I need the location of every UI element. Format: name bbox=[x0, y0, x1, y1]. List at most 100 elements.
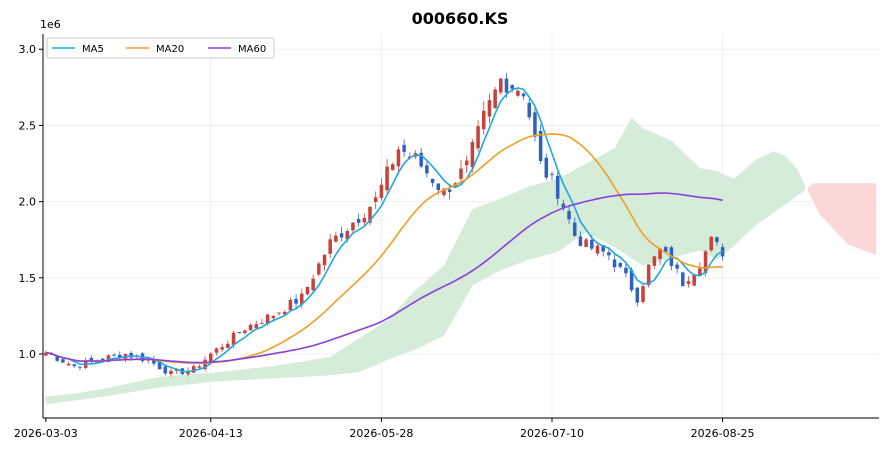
candle-body bbox=[629, 269, 634, 291]
candle-body bbox=[652, 256, 657, 266]
cloud-region bbox=[807, 183, 877, 255]
candle-body bbox=[265, 314, 270, 324]
candle-body bbox=[191, 366, 196, 373]
candle-body bbox=[572, 222, 577, 236]
candle-body bbox=[174, 369, 179, 371]
ma-line-ma60 bbox=[45, 192, 723, 364]
candle-body bbox=[55, 355, 59, 361]
candle-body bbox=[118, 354, 122, 359]
candle-body bbox=[282, 311, 287, 315]
candle-body bbox=[271, 315, 276, 319]
candle-body bbox=[277, 312, 281, 314]
candle-body bbox=[646, 264, 651, 286]
candle-body bbox=[243, 330, 247, 333]
candle-body bbox=[362, 217, 367, 223]
candle-body bbox=[499, 78, 503, 93]
ma-line-ma5 bbox=[45, 87, 724, 373]
candle-body bbox=[618, 263, 623, 267]
candle-body bbox=[538, 130, 543, 161]
candle-body bbox=[658, 248, 662, 259]
candle-body bbox=[305, 286, 310, 295]
candle-body bbox=[567, 211, 571, 220]
candle-body bbox=[157, 361, 162, 370]
candle-body bbox=[470, 141, 475, 168]
candle-body bbox=[317, 263, 321, 275]
candle-body bbox=[624, 267, 628, 274]
legend-box bbox=[46, 37, 275, 59]
candle-body bbox=[390, 164, 395, 171]
candles bbox=[44, 72, 725, 377]
candle-body bbox=[510, 85, 514, 89]
candle-body bbox=[78, 366, 82, 368]
y-tick-label: 3.0 bbox=[19, 43, 37, 56]
candle-body bbox=[197, 366, 202, 368]
candle-body bbox=[493, 89, 497, 109]
candle-body bbox=[351, 222, 355, 231]
candle-body bbox=[521, 93, 526, 97]
candle-body bbox=[476, 126, 480, 149]
candle-body bbox=[214, 348, 219, 353]
candle-body bbox=[356, 219, 361, 223]
candle-body bbox=[595, 245, 600, 254]
candle-body bbox=[299, 293, 304, 305]
candle-body bbox=[692, 274, 696, 286]
candle-body bbox=[169, 370, 173, 375]
candle-body bbox=[396, 149, 401, 167]
candle-body bbox=[550, 173, 554, 175]
candle-body bbox=[612, 259, 617, 268]
candle-body bbox=[345, 231, 350, 240]
legend-label-ma5: MA5 bbox=[82, 44, 104, 55]
candle-body bbox=[385, 166, 389, 191]
candle-body bbox=[487, 100, 492, 117]
candle-body bbox=[254, 324, 259, 329]
candle-body bbox=[44, 352, 48, 356]
candle-body bbox=[663, 247, 668, 252]
candle-body bbox=[373, 197, 378, 202]
moving-average-lines bbox=[45, 87, 724, 373]
y-tick-label: 1.5 bbox=[19, 272, 37, 285]
candle-body bbox=[100, 358, 105, 361]
candle-body bbox=[203, 359, 207, 370]
candle-body bbox=[311, 278, 315, 291]
candle-body bbox=[368, 207, 372, 223]
y-tick-label: 2.5 bbox=[19, 119, 37, 132]
candle-body bbox=[442, 188, 446, 196]
candle-body bbox=[561, 203, 566, 208]
candle-body bbox=[590, 239, 594, 249]
candle-body bbox=[129, 353, 133, 358]
candle-body bbox=[635, 287, 640, 303]
candle-body bbox=[419, 152, 423, 167]
x-tick-label: 2026-08-25 bbox=[691, 427, 755, 440]
candle-body bbox=[703, 251, 708, 273]
candle-body bbox=[715, 237, 719, 243]
candle-body bbox=[402, 144, 406, 152]
candle-body bbox=[209, 353, 213, 363]
candle-body bbox=[641, 286, 645, 302]
candle-body bbox=[288, 300, 293, 311]
candle-body bbox=[459, 168, 463, 179]
candle-body bbox=[607, 252, 611, 256]
y-offset-label: 1e6 bbox=[40, 18, 61, 31]
candle-body bbox=[516, 90, 520, 96]
candle-body bbox=[686, 281, 691, 284]
candle-body bbox=[584, 239, 588, 248]
candle-body bbox=[328, 239, 332, 254]
candle-body bbox=[481, 110, 486, 130]
candle-body bbox=[681, 272, 685, 287]
candle-body bbox=[231, 332, 236, 345]
candle-body bbox=[61, 359, 65, 363]
candle-body bbox=[555, 175, 560, 199]
candle-body bbox=[248, 324, 253, 331]
candle-body bbox=[533, 112, 537, 137]
candle-body bbox=[66, 363, 71, 366]
candle-body bbox=[322, 254, 327, 266]
candle-body bbox=[464, 160, 469, 166]
candle-body bbox=[294, 298, 298, 304]
candle-body bbox=[237, 332, 241, 334]
candle-body bbox=[186, 370, 190, 375]
candle-body bbox=[447, 189, 452, 192]
candle-body bbox=[339, 233, 344, 238]
candle-body bbox=[112, 354, 116, 356]
chart-title: 000660.KS bbox=[412, 9, 509, 28]
candle-body bbox=[601, 245, 605, 252]
